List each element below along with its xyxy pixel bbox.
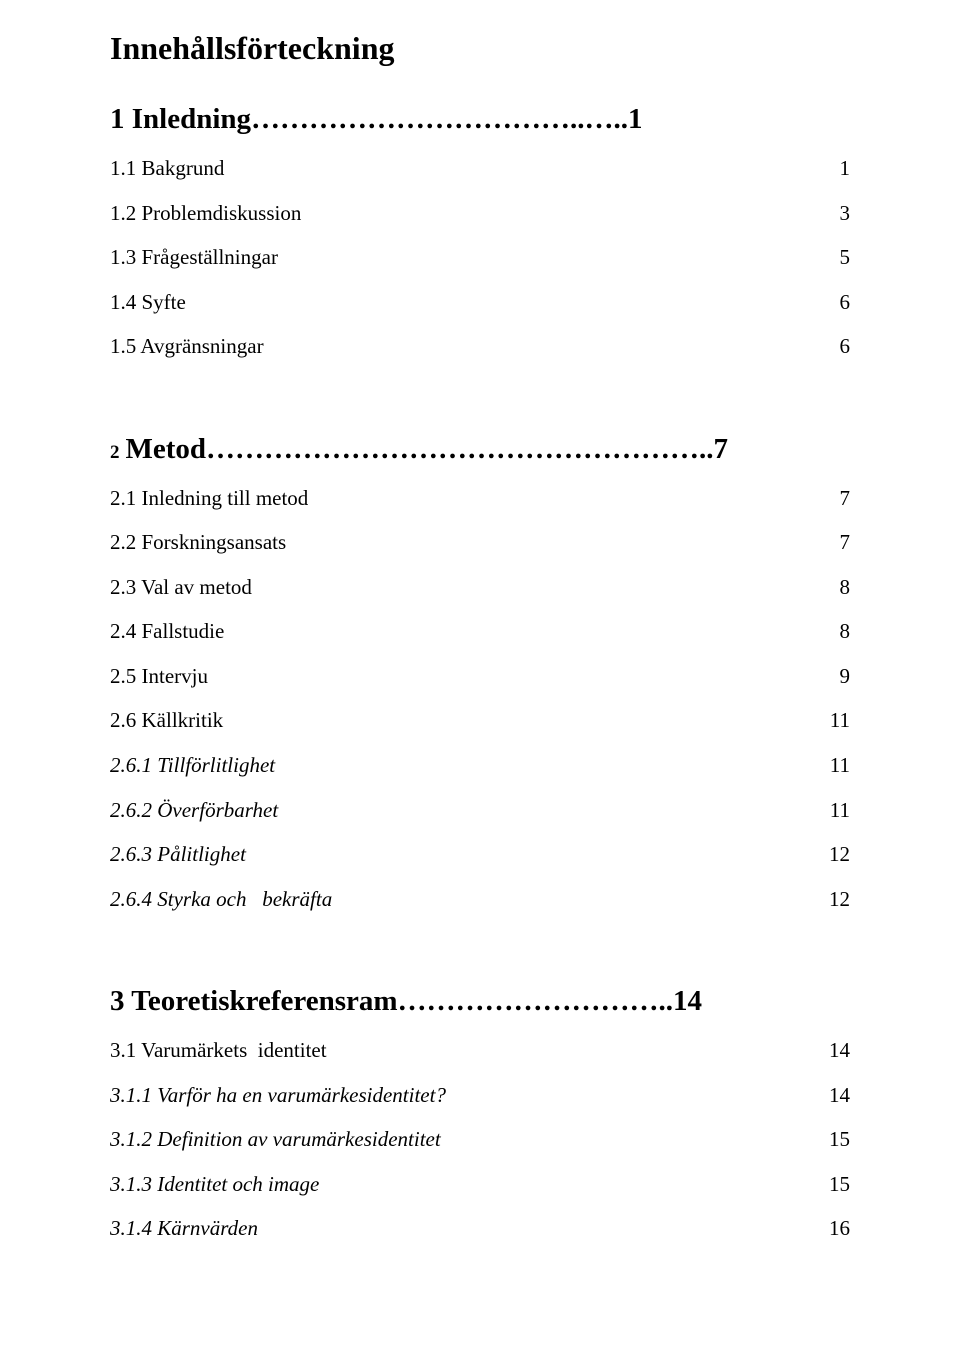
toc-row-label: 2.4 Fallstudie [110, 615, 224, 648]
toc-row: 1.1 Bakgrund 1 [110, 152, 850, 185]
toc-row-page: 7 [820, 526, 850, 559]
toc-row-page: 11 [820, 704, 850, 737]
toc-row-label: 2.2 Forskningsansats [110, 526, 286, 559]
toc-row-page: 14 [820, 1079, 850, 1112]
toc-row: 1.4 Syfte 6 [110, 286, 850, 319]
toc-row: 3.1.1 Varför ha en varumärkesidentitet? … [110, 1079, 850, 1112]
toc-row-page: 14 [820, 1034, 850, 1067]
chapter-2: 2 Metod……………………………………………..7 2.1 Inledning… [110, 433, 850, 915]
toc-row-page: 15 [820, 1168, 850, 1201]
toc-row-label: 1.4 Syfte [110, 286, 186, 319]
toc-row-label: 2.5 Intervju [110, 660, 208, 693]
toc-row-page: 15 [820, 1123, 850, 1156]
toc-row-page: 9 [820, 660, 850, 693]
toc-row: 2.6.4 Styrka och bekräfta 12 [110, 883, 850, 916]
page-title: Innehållsförteckning [110, 30, 850, 67]
chapter-heading-3: 3 Teoretiskreferensram………………………..14 [110, 985, 850, 1018]
toc-row-page: 16 [820, 1212, 850, 1245]
toc-row-page: 1 [820, 152, 850, 185]
toc-row-label: 2.3 Val av metod [110, 571, 252, 604]
toc-row-page: 12 [820, 838, 850, 871]
toc-row-label: 3.1.1 Varför ha en varumärkesidentitet? [110, 1079, 446, 1112]
toc-row: 2.2 Forskningsansats 7 [110, 526, 850, 559]
toc-row: 1.3 Frågeställningar 5 [110, 241, 850, 274]
chapter-1: 1 Inledning……………………………..…..1 1.1 Bakgrun… [110, 103, 850, 363]
chapter-heading-2-label: 2 Metod……………………………………………..7 [110, 433, 728, 466]
chapter-heading-2-prefix: 2 [110, 442, 120, 463]
toc-row-page: 6 [820, 286, 850, 319]
toc-row-label: 2.6.2 Överförbarhet [110, 794, 278, 827]
toc-row-label: 2.6.3 Pålitlighet [110, 838, 246, 871]
toc-row-page: 8 [820, 615, 850, 648]
toc-row: 2.6.1 Tillförlitlighet 11 [110, 749, 850, 782]
toc-row: 3.1.4 Kärnvärden 16 [110, 1212, 850, 1245]
toc-row: 3.1.2 Definition av varumärkesidentitet … [110, 1123, 850, 1156]
toc-row: 2.5 Intervju 9 [110, 660, 850, 693]
toc-row: 2.6.2 Överförbarhet 11 [110, 794, 850, 827]
chapter-heading-2-text: Metod……………………………………………..7 [126, 433, 729, 465]
toc-row: 3.1 Varumärkets identitet 14 [110, 1034, 850, 1067]
chapter-heading-1: 1 Inledning……………………………..…..1 [110, 103, 850, 136]
chapter-heading-3-label: 3 Teoretiskreferensram………………………..14 [110, 985, 702, 1018]
toc-row: 3.1.3 Identitet och image 15 [110, 1168, 850, 1201]
toc-row-page: 8 [820, 571, 850, 604]
chapter-3: 3 Teoretiskreferensram………………………..14 3.1 … [110, 985, 850, 1245]
toc-row-page: 11 [820, 794, 850, 827]
toc-row: 2.6 Källkritik 11 [110, 704, 850, 737]
toc-row-label: 3.1 Varumärkets identitet [110, 1034, 327, 1067]
toc-row: 2.3 Val av metod 8 [110, 571, 850, 604]
toc-row-label: 3.1.4 Kärnvärden [110, 1212, 258, 1245]
toc-row-page: 6 [820, 330, 850, 363]
toc-row: 2.6.3 Pålitlighet 12 [110, 838, 850, 871]
toc-row-label: 2.6.1 Tillförlitlighet [110, 749, 275, 782]
toc-row: 1.2 Problemdiskussion 3 [110, 197, 850, 230]
chapter-heading-1-label: 1 Inledning……………………………..…..1 [110, 103, 643, 136]
toc-row-page: 11 [820, 749, 850, 782]
toc-row-page: 3 [820, 197, 850, 230]
toc-row-label: 1.5 Avgränsningar [110, 330, 264, 363]
toc-row-page: 7 [820, 482, 850, 515]
toc-row-label: 1.3 Frågeställningar [110, 241, 278, 274]
toc-row: 2.4 Fallstudie 8 [110, 615, 850, 648]
toc-row-label: 2.6.4 Styrka och bekräfta [110, 883, 332, 916]
toc-row-label: 3.1.2 Definition av varumärkesidentitet [110, 1123, 441, 1156]
toc-row-label: 2.6 Källkritik [110, 704, 223, 737]
toc-row: 2.1 Inledning till metod 7 [110, 482, 850, 515]
toc-row: 1.5 Avgränsningar 6 [110, 330, 850, 363]
toc-row-label: 3.1.3 Identitet och image [110, 1168, 319, 1201]
toc-row-label: 1.2 Problemdiskussion [110, 197, 301, 230]
chapter-heading-2: 2 Metod……………………………………………..7 [110, 433, 850, 466]
toc-row-page: 5 [820, 241, 850, 274]
toc-row-page: 12 [820, 883, 850, 916]
toc-row-label: 2.1 Inledning till metod [110, 482, 308, 515]
document-page: Innehållsförteckning 1 Inledning……………………… [0, 0, 960, 1351]
toc-row-label: 1.1 Bakgrund [110, 152, 224, 185]
